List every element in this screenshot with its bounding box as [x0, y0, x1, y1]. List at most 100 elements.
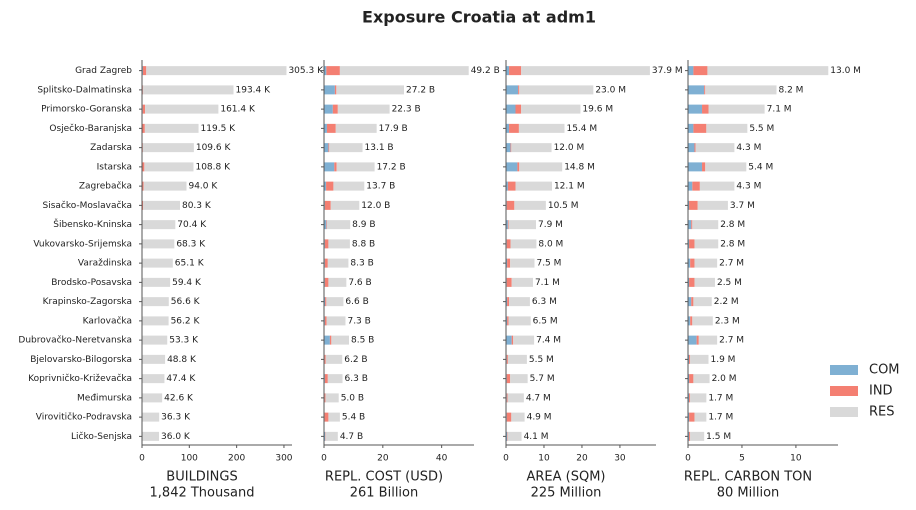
total-label: 13.7 B [366, 182, 395, 192]
total-label: 7.4 M [536, 336, 561, 346]
bar-segment [328, 239, 350, 249]
bar-segment [145, 104, 219, 114]
total-label: 47.4 K [166, 374, 196, 384]
bar-segment [506, 258, 508, 268]
bar-segment [506, 104, 516, 114]
bar-segment [689, 354, 691, 364]
bar-segment [693, 297, 712, 307]
category-label: Splitsko-Dalmatinska [37, 85, 132, 95]
bar-segment [689, 239, 695, 249]
bar-segment [335, 123, 377, 133]
bar-segment [327, 258, 349, 268]
bar-segment [142, 258, 173, 268]
x-tick-label: 0 [503, 454, 509, 464]
category-label: Ličko-Senjska [71, 431, 132, 442]
bar-segment [702, 162, 706, 172]
bar-segment [707, 66, 829, 76]
bar-segment [324, 220, 327, 230]
bar-segment [324, 181, 327, 191]
bar-segment [336, 85, 404, 95]
bar-segment [142, 220, 176, 230]
bar-segment [688, 354, 690, 364]
total-label: 5.4 M [748, 162, 773, 172]
bar-segment [329, 335, 332, 345]
x-tick-label: 0 [685, 454, 691, 464]
bar-segment [690, 393, 707, 403]
total-label: 4.9 M [527, 413, 552, 423]
total-label: 2.7 M [719, 336, 744, 346]
bar-segment [690, 316, 693, 326]
bar-segment [142, 393, 163, 403]
total-label: 8.5 B [351, 336, 374, 346]
bar-segment [324, 374, 328, 384]
bar-segment [506, 393, 508, 403]
bar-segment [334, 85, 337, 95]
x-tick-label: 0 [139, 454, 145, 464]
bar-segment [510, 239, 537, 249]
bar-segment [506, 66, 510, 76]
total-label: 2.3 M [715, 316, 740, 326]
bar-segment [518, 123, 565, 133]
bar-segment [514, 200, 546, 210]
category-label: Koprivničko-Križevačka [28, 373, 132, 384]
total-label: 6.5 M [533, 316, 558, 326]
bar-segment [688, 66, 694, 76]
bar-segment [324, 431, 326, 441]
total-label: 6.2 B [344, 355, 367, 365]
bar-segment [519, 85, 594, 95]
bar-segment [518, 85, 520, 95]
x-tick-label: 40 [436, 454, 448, 464]
bar-segment [326, 297, 344, 307]
total-label: 7.6 B [348, 278, 371, 288]
total-label: 65.1 K [175, 259, 205, 269]
bar-segment [324, 143, 329, 153]
bar-segment [690, 431, 705, 441]
bar-segment [511, 412, 525, 422]
bar-segment [509, 297, 530, 307]
total-label: 12.0 B [361, 201, 390, 211]
total-label: 70.4 K [177, 220, 207, 230]
bar-segment [689, 277, 695, 287]
bar-segment [691, 220, 693, 230]
category-label: Bjelovarsko-Bilogorska [30, 355, 132, 365]
bar-segment [688, 85, 705, 95]
bar-segment [506, 277, 512, 287]
category-label: Brodsko-Posavska [51, 278, 132, 288]
total-label: 4.3 M [736, 182, 761, 192]
legend-label: COM [869, 363, 900, 378]
bar-segment [326, 316, 346, 326]
category-label: Šibensko-Kninska [53, 218, 132, 230]
bar-segment [706, 123, 748, 133]
total-label: 13.0 M [830, 66, 861, 76]
legend-swatch [830, 407, 858, 417]
total-label: 8.3 B [350, 259, 373, 269]
category-label: Zagrebačka [79, 181, 132, 192]
category-label: Krapinsko-Zagorska [43, 297, 132, 307]
x-tick-label: 100 [181, 454, 198, 464]
bar-segment [142, 162, 145, 172]
total-label: 13.1 B [365, 143, 394, 153]
category-label: Karlovačka [83, 315, 132, 326]
total-label: 4.3 M [736, 143, 761, 153]
total-label: 305.3 K [288, 66, 324, 76]
legend-label: RES [869, 405, 895, 420]
bar-segment [337, 104, 390, 114]
bar-segment [692, 220, 719, 230]
bar-segment [699, 181, 735, 191]
bar-segment [511, 277, 533, 287]
total-label: 5.7 M [530, 374, 555, 384]
bar-segment [688, 258, 691, 268]
bar-segment [328, 412, 340, 422]
total-label: 15.4 M [566, 124, 597, 134]
bar-segment [325, 431, 338, 441]
bar-segment [689, 374, 694, 384]
total-label: 1.5 M [706, 432, 731, 442]
x-axis-sublabel: 225 Million [531, 486, 602, 501]
total-label: 1.9 M [711, 355, 736, 365]
total-label: 2.7 M [719, 259, 744, 269]
total-label: 8.0 M [538, 239, 563, 249]
bar-segment [324, 66, 327, 76]
bar-segment [708, 104, 765, 114]
x-tick-label: 30 [614, 454, 626, 464]
x-tick-label: 10 [790, 454, 802, 464]
